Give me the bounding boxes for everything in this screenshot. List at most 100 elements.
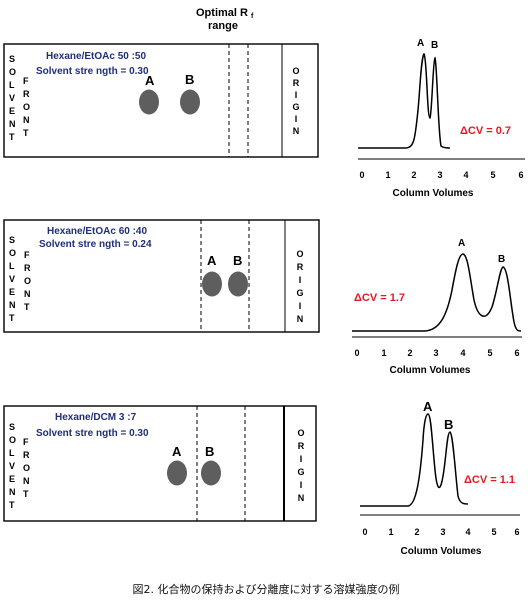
peak-b-label: B: [444, 417, 453, 432]
x-tick-label: 4: [460, 348, 465, 358]
solvent-letter: T: [9, 313, 15, 323]
delta-cv-annotation: ΔCV = 0.7: [460, 125, 511, 137]
chromatogram-2: A B ΔCV = 1.7 0 1 2 3 4 5 6 Column Volum…: [352, 238, 522, 376]
solvent-system-label: Hexane/EtOAc 60 :40: [47, 226, 147, 237]
solvent-label: S O L V E N T: [9, 54, 16, 142]
spot-b: [180, 89, 200, 115]
solvent-letter: L: [9, 261, 15, 271]
header-title-subscript: f: [251, 13, 254, 20]
x-tick-label: 0: [359, 170, 364, 180]
x-axis-label: Column Volumes: [401, 546, 482, 557]
solvent-letter: S: [9, 422, 15, 432]
origin-letter: R: [297, 262, 304, 272]
peak-a-label: A: [458, 238, 465, 249]
front-letter: T: [24, 302, 30, 312]
solvent-letter: V: [9, 93, 15, 103]
solvent-letter: S: [9, 54, 15, 64]
delta-cv-annotation: ΔCV = 1.7: [354, 292, 405, 304]
solvent-strength-label: Solvent stre ngth = 0.30: [36, 428, 149, 439]
x-tick-label: 1: [381, 348, 386, 358]
origin-letter: R: [298, 441, 305, 451]
front-label: F R O N T: [24, 250, 31, 312]
solvent-letter: N: [9, 300, 16, 310]
x-tick-label: 2: [414, 527, 419, 537]
x-axis-label: Column Volumes: [393, 188, 474, 199]
front-letter: T: [23, 489, 29, 499]
x-tick-labels: 0 1 2 3 4 5 6: [359, 170, 523, 180]
origin-letter: O: [296, 249, 303, 259]
optimal-rf-header: Optimal R f range: [196, 7, 254, 32]
front-letter: N: [24, 289, 31, 299]
x-tick-labels: 0 1 2 3 4 5 6: [362, 527, 519, 537]
origin-letter: I: [299, 275, 302, 285]
spot-a: [202, 271, 222, 297]
tlc-plate-border: [3, 43, 319, 158]
tlc-plate-border: [3, 219, 320, 333]
solvent-label: S O L V E N T: [9, 422, 16, 510]
solvent-strength-label: Solvent stre ngth = 0.24: [39, 239, 152, 250]
solvent-letter: N: [9, 119, 16, 129]
solvent-letter: L: [9, 80, 15, 90]
origin-letter: I: [299, 301, 302, 311]
solvent-letter: L: [9, 448, 15, 458]
spot-a-label: A: [145, 73, 155, 88]
origin-letter: R: [293, 78, 300, 88]
front-letter: R: [24, 263, 31, 273]
spot-b: [201, 460, 221, 486]
front-letter: N: [23, 115, 30, 125]
chromatogram-trace: [352, 253, 522, 332]
origin-label: O R I G I N: [292, 66, 299, 136]
x-tick-label: 2: [411, 170, 416, 180]
front-letter: R: [23, 450, 30, 460]
spot-a-label: A: [207, 253, 217, 268]
solvent-strength-label: Solvent stre ngth = 0.30: [36, 66, 149, 77]
tlc-plate-3: S O L V E N T F R O N T O R I G I N Hexa…: [3, 405, 317, 522]
x-tick-label: 3: [440, 527, 445, 537]
x-tick-label: 4: [465, 527, 470, 537]
front-letter: O: [24, 276, 31, 286]
front-letter: F: [24, 250, 30, 260]
origin-letter: I: [300, 454, 303, 464]
origin-letter: N: [293, 126, 300, 136]
x-tick-label: 2: [407, 348, 412, 358]
peak-b-label: B: [498, 254, 505, 265]
spot-b-label: B: [205, 444, 214, 459]
origin-letter: O: [297, 428, 304, 438]
front-label: F R O N T: [23, 76, 30, 138]
solvent-system-label: Hexane/DCM 3 :7: [55, 412, 137, 423]
solvent-letter: V: [9, 274, 15, 284]
x-tick-label: 0: [354, 348, 359, 358]
chromatogram-1: A B ΔCV = 0.7 0 1 2 3 4 5 6 Column Volum…: [358, 38, 525, 199]
solvent-letter: E: [9, 474, 15, 484]
solvent-letter: E: [9, 287, 15, 297]
solvent-letter: O: [9, 435, 16, 445]
x-tick-label: 3: [437, 170, 442, 180]
origin-letter: I: [295, 114, 298, 124]
tlc-plate-1: S O L V E N T F R O N T O R I G I N Hexa…: [3, 43, 319, 158]
x-tick-label: 5: [490, 170, 495, 180]
solvent-letter: T: [9, 132, 15, 142]
delta-cv-annotation: ΔCV = 1.1: [464, 474, 515, 486]
solvent-letter: N: [9, 487, 16, 497]
front-letter: N: [23, 476, 30, 486]
front-letter: T: [23, 128, 29, 138]
spot-b-label: B: [233, 253, 242, 268]
origin-label: O R I G I N: [296, 249, 303, 324]
x-axis-label: Column Volumes: [390, 365, 471, 376]
origin-letter: G: [296, 288, 303, 298]
figure-caption: 図2. 化合物の保持および分離度に対する溶媒強度の例: [132, 583, 400, 596]
front-letter: F: [23, 437, 29, 447]
header-title: Optimal R: [196, 7, 248, 19]
spot-b: [228, 271, 248, 297]
chromatogram-3: A B ΔCV = 1.1 0 1 2 3 4 5 6 Column Volum…: [360, 399, 520, 557]
origin-letter: N: [297, 314, 304, 324]
x-tick-label: 6: [514, 527, 519, 537]
solvent-system-label: Hexane/EtOAc 50 :50: [46, 51, 146, 62]
chromatogram-trace: [358, 52, 451, 149]
front-label: F R O N T: [23, 437, 30, 499]
peak-a-label: A: [417, 38, 424, 49]
x-tick-label: 5: [491, 527, 496, 537]
solvent-label: S O L V E N T: [9, 235, 16, 323]
solvent-letter: S: [9, 235, 15, 245]
